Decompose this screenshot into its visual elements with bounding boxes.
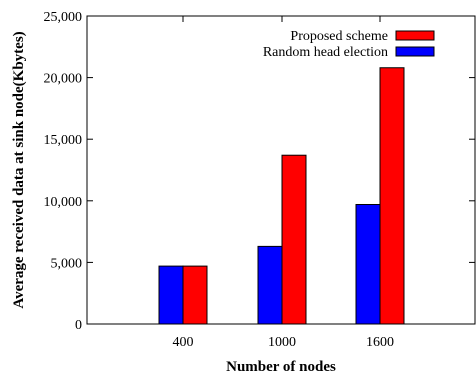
bar-random-head-election [355, 203, 381, 325]
legend-label: Proposed scheme [290, 29, 388, 44]
bar-random-head-election [158, 265, 184, 325]
x-tick-label: 1600 [366, 335, 394, 350]
y-tick-label: 10,000 [44, 195, 83, 210]
bar-proposed-scheme [182, 265, 208, 325]
legend-swatch [395, 30, 435, 41]
x-tick-label: 400 [173, 335, 194, 350]
y-tick-label: 5,000 [51, 256, 83, 271]
y-tick-label: 20,000 [44, 72, 83, 87]
x-tick-label: 1000 [268, 335, 296, 350]
legend-label: Random head election [263, 45, 388, 60]
y-tick-label: 0 [75, 318, 82, 333]
bar-proposed-scheme [281, 154, 307, 325]
y-axis: 0 5,000 10,000 15,000 20,000 25,000 [44, 10, 475, 333]
x-axis-title: Number of nodes [226, 359, 336, 375]
y-axis-title: Average received data at sink node(Kbyte… [11, 31, 27, 308]
y-tick-label: 15,000 [44, 133, 83, 148]
bar-proposed-scheme [379, 67, 405, 325]
bar-random-head-election [257, 245, 283, 325]
bars [158, 67, 405, 325]
y-tick-label: 25,000 [44, 10, 83, 25]
legend-swatch [395, 46, 435, 57]
